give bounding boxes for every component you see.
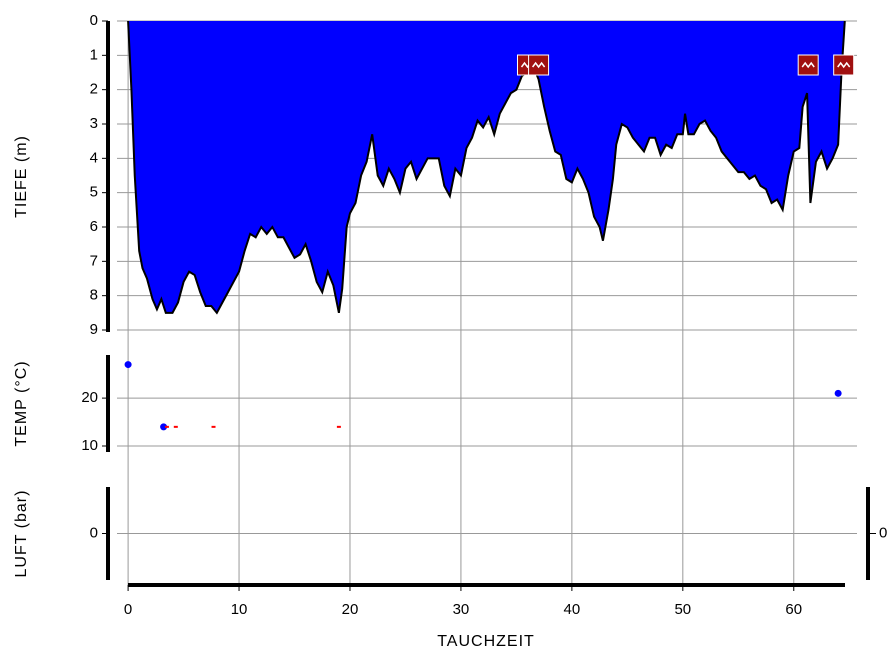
temp-point — [160, 423, 168, 431]
y-tick-label: 3 — [90, 115, 98, 132]
event-icon — [797, 54, 819, 76]
x-tick-label: 0 — [124, 601, 132, 618]
y-tick-label: 1 — [90, 46, 98, 63]
event-icon-wave — [837, 61, 851, 69]
event-icon — [833, 54, 855, 76]
y-tick-label: 5 — [90, 184, 98, 201]
x-axis-label: TAUCHZEIT — [437, 633, 535, 650]
y-tick-label: 4 — [90, 149, 98, 166]
y-tick-label: 10 — [81, 437, 98, 454]
x-tick-label: 10 — [231, 601, 248, 618]
y-axis-label: TEMP (°C) — [13, 360, 30, 446]
event-icon-box — [797, 54, 819, 76]
y-tick-label: 20 — [81, 389, 98, 406]
y2-tick-label: 0 — [879, 524, 887, 541]
y-tick-label: 6 — [90, 218, 98, 235]
y-tick-label: 0 — [90, 12, 98, 29]
depth-area — [128, 21, 845, 313]
x-tick-label: 40 — [564, 601, 581, 618]
event-icon-box — [528, 54, 550, 76]
event-icon-box — [833, 54, 855, 76]
temp-point — [834, 389, 842, 397]
y-tick-label: 2 — [90, 81, 98, 98]
x-tick-label: 60 — [785, 601, 802, 618]
x-tick-label: 30 — [453, 601, 470, 618]
y-tick-label: 0 — [90, 524, 98, 541]
y-axis-label: LUFT (bar) — [13, 490, 30, 578]
y-axis-label: TIEFE (m) — [13, 135, 30, 218]
temp-point — [124, 361, 132, 369]
event-icon-wave — [801, 61, 815, 69]
event-icon-wave — [531, 61, 546, 69]
y-tick-label: 9 — [90, 321, 98, 338]
x-tick-label: 50 — [674, 601, 691, 618]
y-tick-label: 7 — [90, 252, 98, 269]
event-icon — [528, 54, 550, 76]
x-tick-label: 20 — [342, 601, 359, 618]
y-tick-label: 8 — [90, 287, 98, 304]
depth-line — [127, 20, 846, 315]
